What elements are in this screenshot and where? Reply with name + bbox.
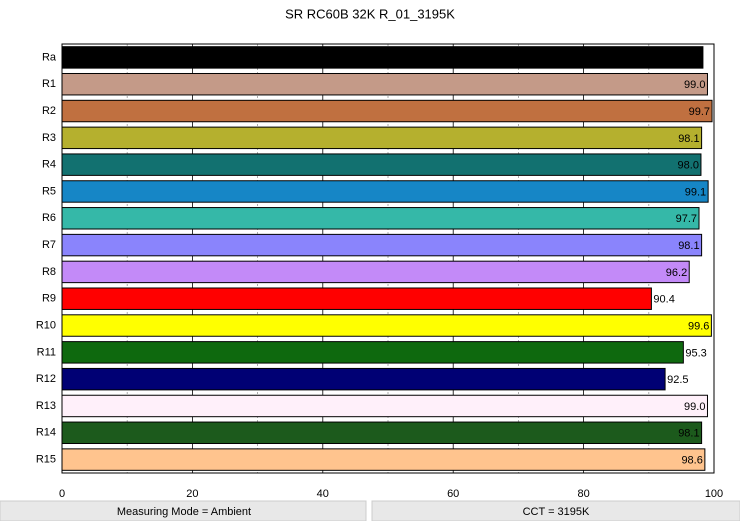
bar (61, 341, 684, 364)
y-tick-label: R8 (42, 266, 56, 278)
value-label: 98.1 (678, 428, 699, 440)
bar (61, 394, 708, 418)
value-label: 98.3 (679, 52, 700, 64)
bar (61, 72, 708, 96)
y-tick-label: Ra (42, 51, 57, 63)
x-tick-label: 60 (447, 488, 459, 500)
y-tick-label: R9 (42, 293, 56, 305)
x-tick-label: 40 (317, 488, 329, 500)
value-label: 95.3 (685, 347, 706, 359)
bar (61, 180, 709, 203)
value-label: 99.7 (689, 106, 710, 118)
value-label: 90.4 (653, 294, 674, 306)
y-tick-label: R5 (42, 185, 56, 197)
footer-box (371, 500, 740, 521)
x-tick-label: 20 (186, 488, 198, 500)
bar (61, 126, 703, 150)
y-tick-label: R10 (36, 319, 56, 331)
value-label: 98.1 (678, 133, 699, 145)
value-label: 99.6 (688, 320, 709, 332)
footer-box (0, 500, 367, 521)
footer-text: Measuring Mode = Ambient (117, 506, 251, 518)
bar (61, 99, 713, 123)
value-label: 98.6 (681, 455, 702, 467)
bar (61, 233, 703, 257)
y-tick-label: R6 (42, 212, 56, 224)
value-label: 92.5 (667, 374, 688, 386)
y-tick-label: R1 (42, 78, 56, 90)
y-tick-label: R13 (36, 400, 56, 412)
value-label: 99.0 (684, 401, 705, 413)
value-label: 96.2 (666, 267, 687, 279)
x-tick-label: 0 (59, 488, 65, 500)
bar (61, 153, 702, 176)
value-label: 99.1 (685, 186, 706, 198)
y-tick-label: R11 (37, 346, 56, 358)
value-label: 98.1 (678, 240, 699, 252)
chart-title: SR RC60B 32K R_01_3195K (285, 6, 455, 21)
y-tick-label: R2 (42, 105, 56, 117)
bar (61, 314, 712, 337)
bar (61, 287, 652, 310)
y-tick-label: R15 (36, 454, 56, 466)
value-label: 97.7 (676, 213, 697, 225)
y-tick-label: R7 (42, 239, 56, 251)
value-label: 98.0 (678, 160, 699, 172)
y-tick-label: R3 (42, 132, 56, 144)
plot-frame (61, 43, 715, 474)
footer-text: CCT = 3195K (523, 506, 590, 518)
y-tick-label: R4 (42, 159, 56, 171)
x-tick-label: 80 (577, 488, 589, 500)
bar (61, 367, 666, 391)
bar (61, 260, 690, 284)
bar (61, 46, 704, 69)
bar (61, 448, 706, 471)
y-tick-label: R14 (36, 427, 56, 439)
bar (61, 421, 703, 445)
y-tick-label: R12 (36, 373, 56, 385)
bar (61, 207, 700, 230)
x-tick-label: 100 (705, 488, 723, 500)
value-label: 99.0 (684, 79, 705, 91)
